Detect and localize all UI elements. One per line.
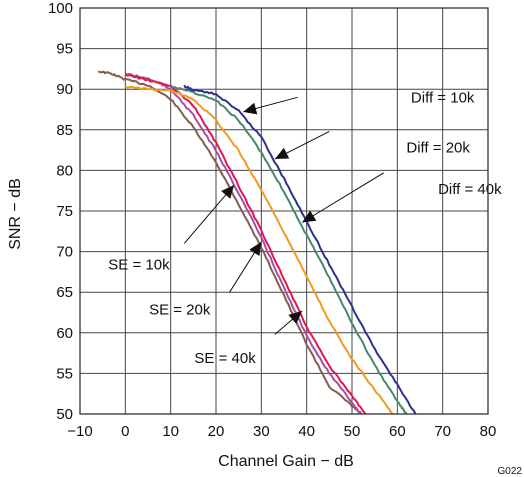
x-tick-label: 10 bbox=[162, 423, 179, 440]
y-tick-label: 60 bbox=[56, 325, 73, 342]
y-tick-label: 100 bbox=[48, 0, 73, 17]
x-tick-labels: −10 0 10 20 30 40 50 60 70 80 bbox=[67, 423, 496, 440]
series-line bbox=[124, 85, 394, 415]
x-axis-label: Channel Gain − dB bbox=[218, 453, 354, 470]
series-line bbox=[124, 73, 367, 415]
x-tick-label: 60 bbox=[389, 423, 406, 440]
series-lines bbox=[98, 70, 417, 415]
annotation-layer: Diff = 10k Diff = 20k Diff = 40k SE = 10k SE… bbox=[108, 89, 502, 367]
y-tick-label: 55 bbox=[56, 365, 73, 382]
x-tick-label: 40 bbox=[298, 423, 315, 440]
y-tick-label: 80 bbox=[56, 162, 73, 179]
x-tick-label: 0 bbox=[121, 423, 129, 440]
y-tick-label: 65 bbox=[56, 284, 73, 301]
x-tick-label: 50 bbox=[344, 423, 361, 440]
y-tick-label: 50 bbox=[56, 406, 73, 423]
y-tick-labels: 50 55 60 65 70 75 80 85 90 95 100 bbox=[48, 0, 73, 423]
y-axis-label: SNR − dB bbox=[7, 178, 24, 250]
y-tick-label: 75 bbox=[56, 203, 73, 220]
annotation-label: Diff = 10k bbox=[411, 89, 475, 106]
series-line bbox=[170, 84, 408, 415]
figure-id: G022 bbox=[498, 466, 523, 477]
annotation-label: SE = 20k bbox=[149, 301, 211, 318]
annotation-arrowhead bbox=[221, 185, 235, 199]
annotation-arrowhead bbox=[274, 147, 290, 160]
x-tick-label: 70 bbox=[434, 423, 451, 440]
annotation-arrowhead bbox=[288, 310, 303, 324]
annotation-arrowhead bbox=[243, 102, 258, 115]
annotation-arrowhead bbox=[302, 210, 317, 223]
annotation-label: Diff = 20k bbox=[406, 140, 470, 157]
series-line bbox=[183, 84, 417, 415]
y-tick-label: 70 bbox=[56, 244, 73, 261]
x-tick-label: 20 bbox=[208, 423, 225, 440]
series-line bbox=[98, 70, 362, 415]
x-tick-label: 80 bbox=[480, 423, 497, 440]
annotation-label: Diff = 40k bbox=[438, 181, 502, 198]
x-tick-label: 30 bbox=[253, 423, 270, 440]
y-tick-label: 85 bbox=[56, 122, 73, 139]
annotation-pointer bbox=[301, 172, 384, 223]
y-tick-label: 90 bbox=[56, 81, 73, 98]
x-tick-label: −10 bbox=[67, 423, 92, 440]
annotation-label: SE = 10k bbox=[108, 257, 170, 274]
plot-frame bbox=[79, 7, 489, 415]
annotation-label: SE = 40k bbox=[194, 350, 256, 367]
grid bbox=[80, 8, 488, 414]
annotation-arrowhead bbox=[249, 241, 262, 257]
y-tick-label: 95 bbox=[56, 41, 73, 58]
